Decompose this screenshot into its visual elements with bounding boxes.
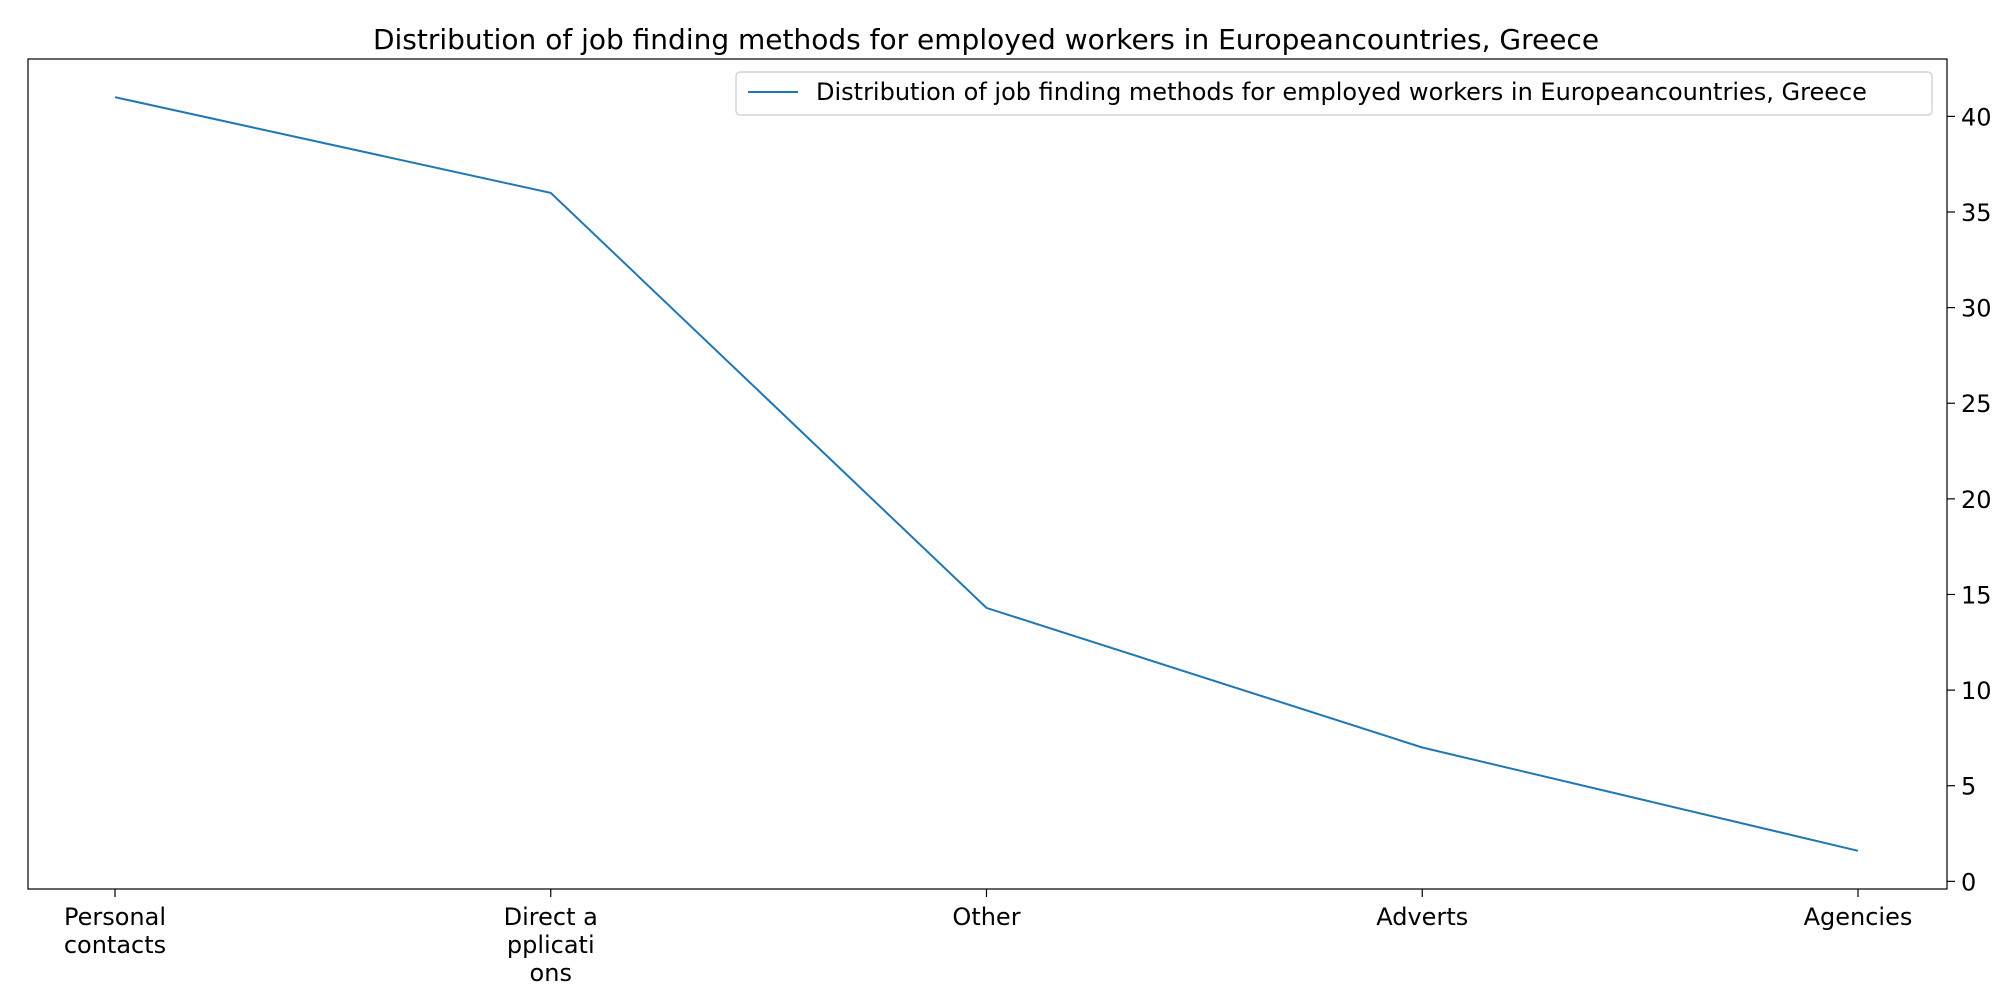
x-tick-label: Direct a pplicati ons [504,903,598,987]
chart-title: Distribution of job finding methods for … [373,23,1599,56]
y-tick-label: 35 [1961,199,1992,227]
x-tick-label-line: Personal [64,903,166,931]
legend-label: Distribution of job finding methods for … [816,78,1867,106]
series-line [114,96,1859,852]
x-tick-label-line: Agencies [1804,903,1913,931]
x-tick-label: Other [952,903,1020,931]
y-tick-label: 30 [1961,295,1992,323]
x-tick-label-line: Direct a [504,903,598,931]
legend-box [735,71,1933,116]
x-tick-label-line: pplicati [507,931,595,959]
y-tick-label: 10 [1961,677,1992,705]
x-tick-label-line: Other [952,903,1020,931]
x-tick-label: Agencies [1804,903,1913,931]
x-axis: Personal contacts Direct a pplicati ons Other… [64,889,1913,987]
y-tick-label: 5 [1961,773,1976,801]
x-tick-label-line: Adverts [1376,903,1468,931]
y-axis: 0 5 10 15 20 25 30 35 40 [1947,103,1992,896]
x-tick-label: Adverts [1376,903,1468,931]
y-tick-label: 25 [1961,390,1992,418]
plot-area-frame [27,58,1948,890]
x-tick-label-line: ons [530,959,572,987]
y-tick-label: 0 [1961,868,1976,896]
legend: Distribution of job finding methods for … [735,71,1933,116]
x-tick-label: Personal contacts [64,903,166,959]
y-tick-label: 40 [1961,103,1992,131]
y-tick-label: 20 [1961,486,1992,514]
x-tick-label-line: contacts [64,931,166,959]
y-tick-label: 15 [1961,581,1992,609]
